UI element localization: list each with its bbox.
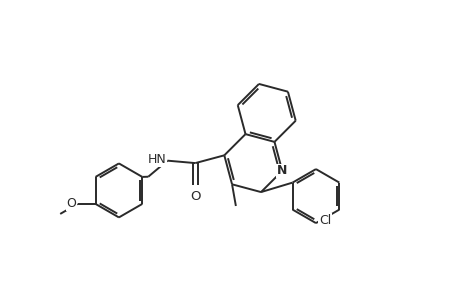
Text: O: O (190, 190, 200, 203)
Text: Cl: Cl (318, 214, 330, 226)
Text: N: N (276, 164, 287, 177)
Text: O: O (67, 197, 76, 210)
Text: HN: HN (147, 153, 166, 166)
